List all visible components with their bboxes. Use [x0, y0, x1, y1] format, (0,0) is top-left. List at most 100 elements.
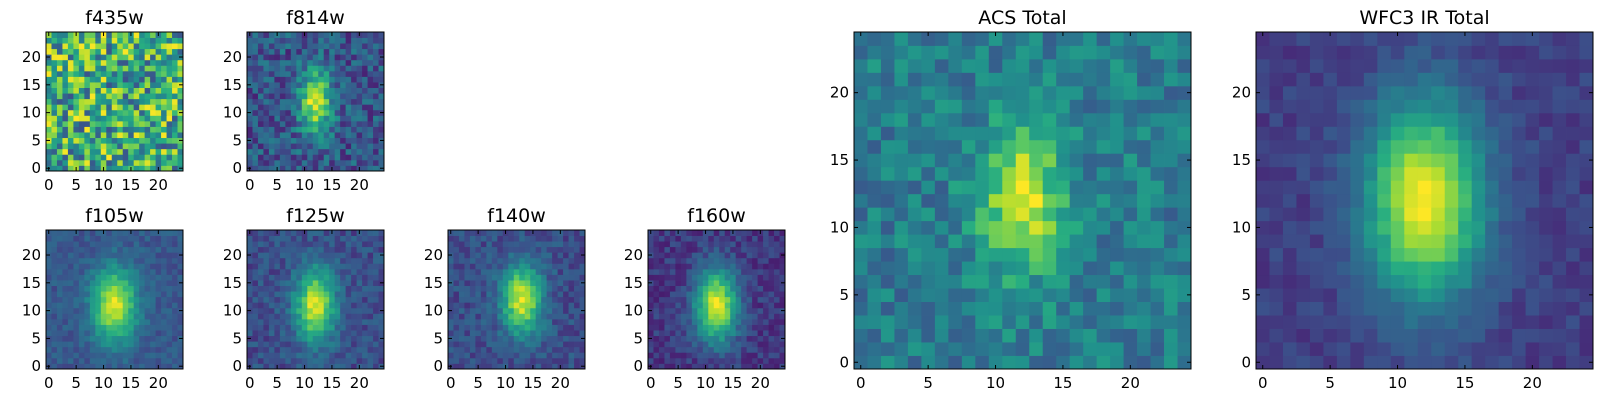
heatmap-cell — [307, 32, 314, 38]
heatmap-cell — [362, 330, 368, 337]
heatmap-cell — [367, 154, 374, 161]
heatmap-cell — [252, 137, 259, 144]
heatmap-cell — [84, 257, 91, 264]
heatmap-cell — [318, 115, 325, 122]
heatmap-cell — [177, 43, 184, 50]
heatmap-cell — [757, 257, 764, 264]
heatmap-cell — [247, 263, 253, 270]
heatmap-cell — [763, 263, 769, 270]
heatmap-cell — [1042, 274, 1057, 289]
heatmap-cell — [453, 291, 460, 298]
heatmap-cell — [1177, 166, 1192, 181]
heatmap-cell — [1137, 288, 1151, 302]
heatmap-cell — [351, 148, 357, 155]
heatmap-cell — [724, 257, 731, 264]
heatmap-cell — [133, 357, 140, 364]
heatmap-cell — [128, 159, 135, 166]
heatmap-cell — [708, 241, 715, 248]
heatmap-cell — [1471, 193, 1486, 208]
heatmap-cell — [1323, 328, 1338, 343]
heatmap-cell — [1164, 328, 1178, 343]
heatmap-cell — [1164, 85, 1178, 100]
heatmap-cell — [155, 109, 162, 116]
heatmap-cell — [95, 330, 102, 337]
heatmap-cell — [763, 318, 769, 325]
heatmap-cell — [741, 280, 748, 286]
heatmap-cell — [100, 93, 107, 100]
y-tick-label: 20 — [424, 246, 443, 264]
heatmap-cell — [524, 335, 531, 342]
heatmap-cell — [1417, 301, 1432, 316]
heatmap-cell — [356, 291, 363, 298]
heatmap-cell — [312, 291, 319, 298]
heatmap-cell — [139, 159, 146, 166]
heatmap-cell — [502, 241, 509, 248]
heatmap-cell — [486, 285, 493, 292]
heatmap-cell — [988, 153, 1003, 168]
heatmap-cell — [1042, 99, 1057, 114]
heatmap-cell — [513, 330, 520, 337]
heatmap-cell — [1110, 288, 1124, 302]
heatmap-cell — [345, 32, 352, 38]
heatmap-cell — [669, 296, 676, 303]
heatmap-cell — [546, 285, 553, 292]
heatmap-cell — [907, 126, 922, 141]
heatmap-cell — [730, 302, 737, 309]
heatmap-cell — [934, 58, 949, 73]
heatmap-cell — [89, 330, 96, 337]
heatmap-cell — [708, 285, 715, 292]
heatmap-cell — [122, 363, 129, 370]
heatmap-cell — [552, 280, 558, 286]
heatmap-cell — [686, 318, 693, 325]
heatmap-cell — [724, 346, 731, 353]
heatmap-cell — [719, 302, 726, 309]
heatmap-cell — [1269, 342, 1284, 356]
heatmap-cell — [378, 48, 385, 55]
heatmap-cell — [475, 263, 482, 270]
heatmap-cell — [1296, 234, 1311, 249]
heatmap-cell — [563, 313, 569, 320]
heatmap-cell — [133, 235, 140, 242]
heatmap-cell — [274, 268, 281, 275]
heatmap-cell — [1123, 342, 1138, 356]
heatmap-cell — [133, 82, 140, 88]
heatmap-cell — [290, 252, 297, 259]
heatmap-cell — [535, 335, 542, 342]
heatmap-cell — [367, 159, 374, 166]
heatmap-cell — [1177, 315, 1192, 329]
heatmap-cell — [362, 159, 368, 166]
heatmap-cell — [1029, 166, 1044, 181]
heatmap-cell — [334, 318, 341, 325]
heatmap-cell — [279, 291, 286, 298]
heatmap-cell — [263, 268, 270, 275]
heatmap-cell — [100, 285, 107, 292]
heatmap-cell — [702, 274, 709, 281]
heatmap-cell — [921, 99, 936, 114]
heatmap-cell — [1498, 180, 1513, 195]
heatmap-cell — [177, 302, 184, 309]
heatmap-cell — [51, 120, 58, 127]
heatmap-cell — [247, 148, 253, 155]
heatmap-cell — [1029, 315, 1044, 329]
heatmap-cell — [735, 241, 742, 248]
heatmap-cell — [691, 285, 698, 292]
x-tick-label: 0 — [245, 374, 255, 392]
heatmap-cell — [144, 43, 151, 50]
heatmap-cell — [362, 32, 368, 38]
heatmap-cell — [469, 263, 476, 270]
heatmap-cell — [290, 302, 297, 309]
heatmap-cell — [735, 280, 742, 286]
heatmap-cell — [1164, 193, 1178, 208]
heatmap-cell — [546, 302, 553, 309]
heatmap-cell — [735, 285, 742, 292]
heatmap-cell — [658, 241, 665, 248]
heatmap-cell — [279, 313, 286, 320]
heatmap-cell — [95, 235, 102, 242]
heatmap-cell — [356, 346, 363, 353]
heatmap-cell — [56, 82, 63, 88]
heatmap-cell — [378, 159, 385, 166]
heatmap-cell — [307, 324, 314, 331]
heatmap-cell — [702, 357, 709, 364]
heatmap-cell — [1269, 234, 1284, 249]
heatmap-cell — [144, 165, 151, 172]
